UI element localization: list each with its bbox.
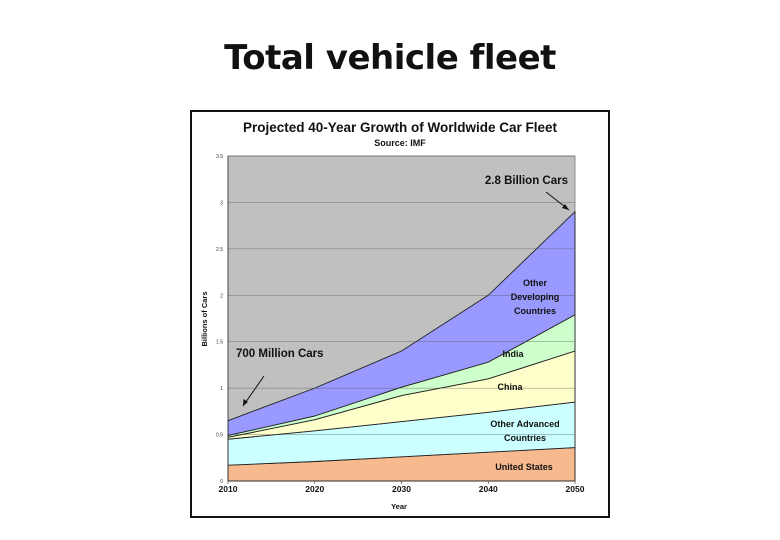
x-tick-label: 2050 [566,484,585,494]
label-other-developing-countries: Other Developing Countries [511,278,560,316]
x-axis-label: Year [391,502,407,511]
y-axis-label: Billions of Cars [200,291,209,346]
label-other-advanced-countries: Other Advanced Countries [490,419,559,443]
annotation-700-million: 700 Million Cars [236,348,324,360]
car-fleet-area-chart: Projected 40-Year Growth of Worldwide Ca… [200,120,585,511]
annotation-2-8-billion: 2.8 Billion Cars [485,175,568,187]
x-tick-label: 2010 [219,484,238,494]
x-tick-label: 2030 [392,484,411,494]
slide-title: Total vehicle fleet [224,38,556,78]
area-other-developing-countries [227,210,576,437]
arrowhead-700-million [243,399,248,406]
arrowhead-2-8-billion [562,204,569,210]
y-tick-label: 3.5 [216,154,223,160]
label-china: China [497,382,523,392]
y-tick-label: 1 [220,386,223,392]
y-tick-label: 2.5 [216,247,223,253]
chart-subtitle: Source: IMF [374,138,426,148]
chart-title: Projected 40-Year Growth of Worldwide Ca… [243,120,558,135]
label-india: India [502,349,524,359]
x-tick-label: 2020 [305,484,324,494]
label-united-states: United States [495,462,553,472]
y-tick-label: 0.5 [216,433,223,439]
y-tick-label: 2 [220,293,223,299]
x-tick-label: 2040 [479,484,498,494]
y-tick-label: 1.5 [216,340,223,346]
chart-frame: Projected 40-Year Growth of Worldwide Ca… [190,110,610,518]
y-tick-label: 3 [220,200,223,206]
y-tick-label: 0 [220,479,223,485]
